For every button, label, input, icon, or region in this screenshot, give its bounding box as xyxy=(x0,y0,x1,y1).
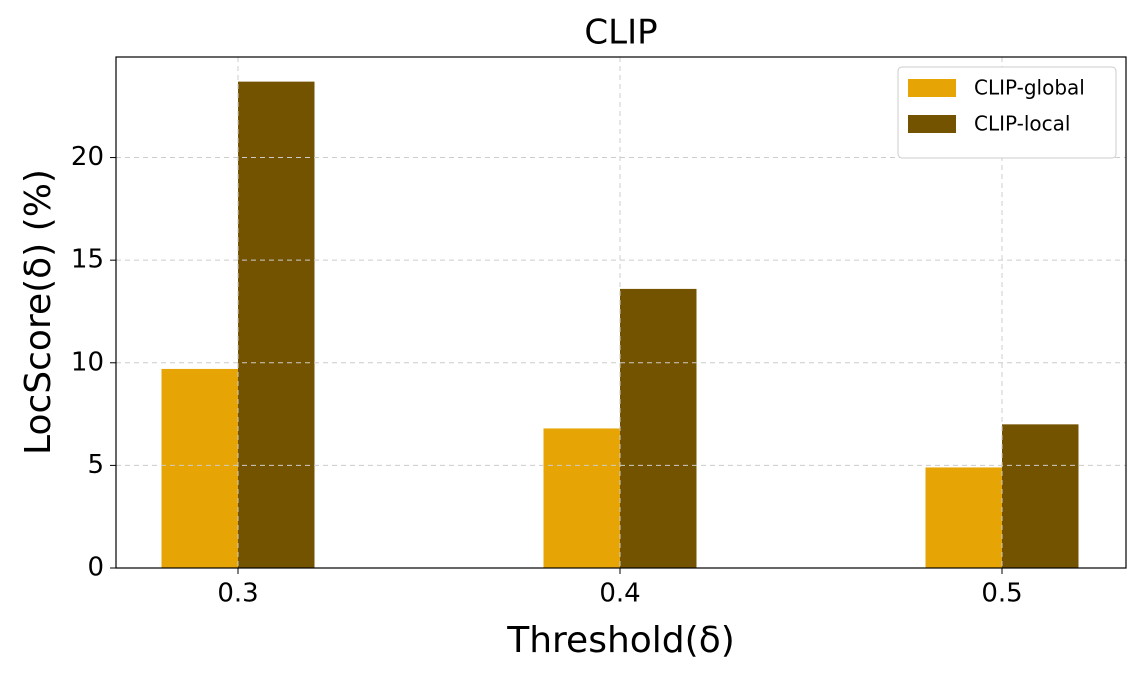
y-tick-label: 10 xyxy=(71,347,104,377)
y-tick-label: 20 xyxy=(71,142,104,172)
legend-label: CLIP-local xyxy=(974,112,1070,136)
bar xyxy=(925,467,1002,568)
legend-swatch xyxy=(908,115,956,133)
plot-frame xyxy=(115,56,1127,569)
bar xyxy=(620,288,697,568)
bar xyxy=(1002,424,1079,568)
legend-swatch xyxy=(908,79,956,97)
bar xyxy=(543,428,620,568)
bar xyxy=(161,368,238,568)
chart-title: CLIP xyxy=(584,13,657,53)
y-axis-label: LocScore(δ) (%) xyxy=(18,169,59,455)
bar xyxy=(238,81,315,569)
y-tick-label: 5 xyxy=(87,450,104,480)
x-tick-label: 0.5 xyxy=(981,579,1022,609)
x-tick-label: 0.3 xyxy=(217,579,258,609)
legend-label: CLIP-global xyxy=(974,76,1085,100)
x-axis-label: Threshold(δ) xyxy=(506,620,735,661)
bars xyxy=(161,81,1079,569)
y-tick-label: 0 xyxy=(87,553,104,583)
y-tick-label: 15 xyxy=(71,245,104,275)
x-tick-label: 0.4 xyxy=(599,579,640,609)
